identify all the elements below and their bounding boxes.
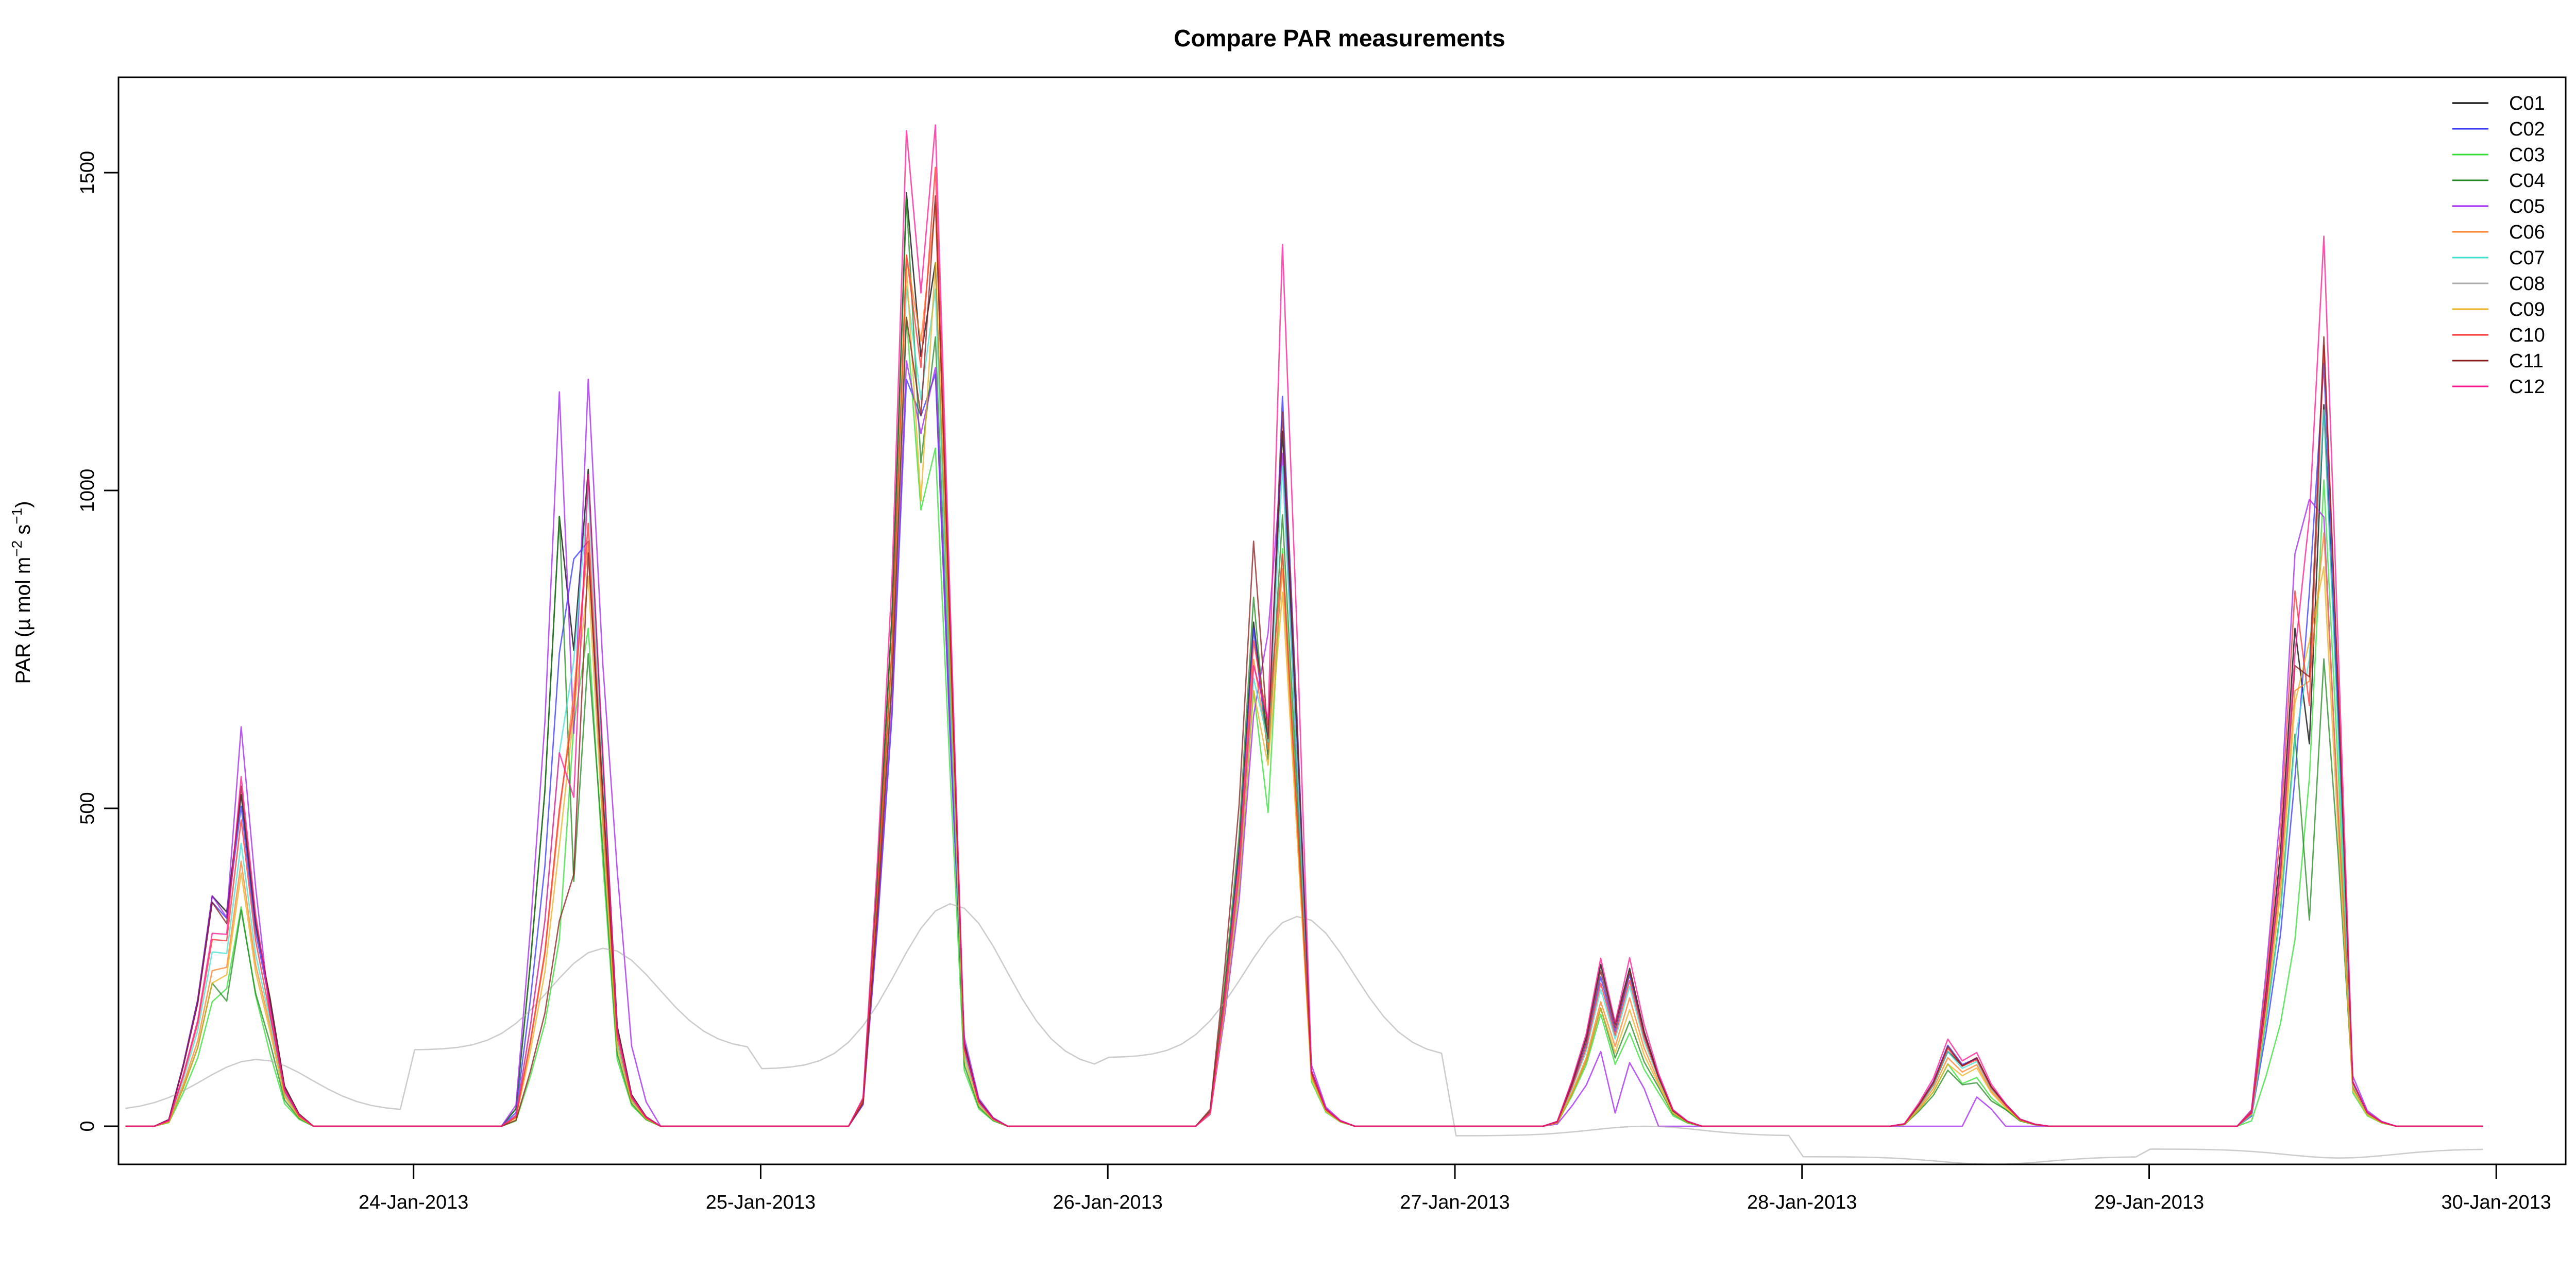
y-tick-label: 1500 — [77, 151, 98, 195]
y-tick-label: 1000 — [77, 469, 98, 513]
legend-label-c05: C05 — [2509, 196, 2545, 217]
x-tick-label: 26-Jan-2013 — [1053, 1192, 1163, 1213]
y-tick-label: 0 — [77, 1121, 98, 1131]
y-axis-label-exp1: −2 — [9, 540, 25, 557]
legend-label-c08: C08 — [2509, 273, 2545, 295]
series-line-c06 — [125, 204, 2483, 1127]
y-axis-label-mid: s — [12, 524, 35, 540]
legend-label-c10: C10 — [2509, 325, 2545, 346]
y-axis-label-exp2: −1 — [9, 508, 25, 524]
legend-label-c03: C03 — [2509, 144, 2545, 166]
series-line-c04 — [125, 198, 2483, 1127]
plot-area — [125, 124, 2483, 1165]
series-line-c12 — [125, 124, 2483, 1127]
x-tick-label: 28-Jan-2013 — [1747, 1192, 1857, 1213]
axes: 0 500 1000 1500 24-Jan-2013 25-Jan-2013 26-Jan… — [77, 76, 2567, 1213]
legend: C01 C02 C03 C04 C05 C06 C07 C08 C09 C10 C11 C12 — [2452, 93, 2545, 398]
legend-label-c09: C09 — [2509, 299, 2545, 320]
legend-label-c11: C11 — [2509, 350, 2544, 372]
series-line-c05 — [125, 360, 2483, 1127]
series-line-c03 — [125, 316, 2483, 1127]
series-line-c01 — [125, 192, 2483, 1127]
plot-frame — [117, 76, 2567, 1165]
legend-label-c01: C01 — [2509, 93, 2545, 114]
x-tick-label: 27-Jan-2013 — [1400, 1192, 1510, 1213]
legend-label-c06: C06 — [2509, 222, 2545, 243]
legend-label-c07: C07 — [2509, 247, 2545, 269]
series-line-c02 — [125, 363, 2483, 1127]
x-tick-label: 24-Jan-2013 — [359, 1192, 468, 1213]
y-axis-label: PAR (µ mol m−2 s−1) — [9, 501, 35, 684]
x-tick-label: 30-Jan-2013 — [2442, 1192, 2551, 1213]
series-line-c07 — [125, 285, 2483, 1127]
legend-label-c04: C04 — [2509, 170, 2545, 192]
legend-label-c12: C12 — [2509, 376, 2545, 398]
series-line-c11 — [125, 195, 2483, 1127]
y-axis-label-main: PAR (µ mol m — [12, 557, 35, 684]
legend-label-c02: C02 — [2509, 118, 2545, 140]
series-line-c10 — [125, 166, 2483, 1127]
series-line-c08 — [125, 903, 2483, 1165]
y-tick-label: 500 — [77, 792, 98, 824]
x-tick-label: 25-Jan-2013 — [706, 1192, 816, 1213]
series-line-c09 — [125, 262, 2483, 1127]
y-axis-label-end: ) — [12, 501, 35, 507]
chart-title: Compare PAR measurements — [1174, 25, 1505, 52]
x-tick-label: 29-Jan-2013 — [2094, 1192, 2204, 1213]
